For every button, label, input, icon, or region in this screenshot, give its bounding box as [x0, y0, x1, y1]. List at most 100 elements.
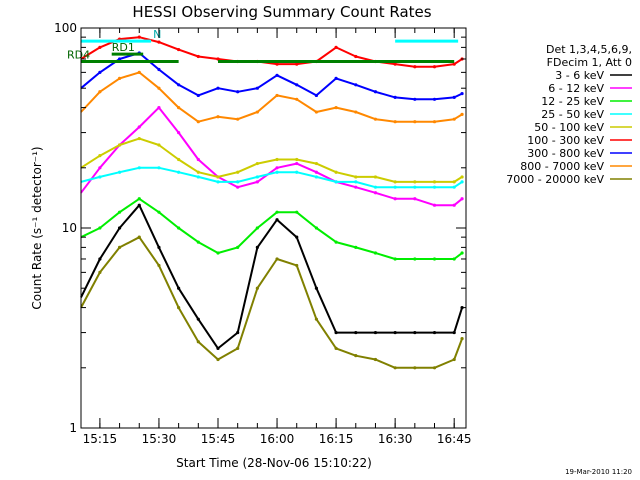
- legend-entry-label: 12 - 25 keV: [541, 95, 604, 108]
- series-point: [255, 161, 259, 166]
- series-point: [295, 263, 299, 268]
- series-point: [432, 120, 437, 124]
- series-point: [432, 203, 437, 207]
- series-point: [275, 166, 279, 170]
- legend-entry-label: 3 - 6 keV: [555, 69, 604, 82]
- series-point: [460, 175, 464, 179]
- series-point: [137, 203, 141, 207]
- series-point: [295, 235, 299, 239]
- series-point: [196, 175, 200, 179]
- series-point: [98, 166, 102, 170]
- series-point: [452, 62, 456, 66]
- series-point: [354, 354, 358, 358]
- series-point: [255, 180, 259, 184]
- y-axis-label: Count Rate (s⁻¹ detector⁻¹): [30, 146, 44, 309]
- series-point: [373, 251, 378, 255]
- series-point: [98, 90, 102, 94]
- series-point: [255, 226, 259, 230]
- series-point: [157, 166, 161, 170]
- series-point: [295, 97, 299, 101]
- series-point: [460, 336, 464, 341]
- series-point: [177, 226, 181, 230]
- series-point: [334, 76, 338, 80]
- series-point: [255, 86, 259, 90]
- series-point: [137, 35, 141, 39]
- series-point: [236, 180, 240, 184]
- series-point: [216, 251, 220, 255]
- series-point: [117, 170, 122, 174]
- series-point: [137, 166, 141, 170]
- y-tick-label: 10: [62, 221, 77, 235]
- timestamp: 19-Mar-2010 11:20: [565, 468, 632, 476]
- x-axis: 15:15 15:30 15:45 16:00 16:15 16:30 16:45: [83, 28, 471, 446]
- series-point: [157, 263, 161, 268]
- legend-entry-label: 6 - 12 keV: [548, 82, 604, 95]
- series-point: [236, 346, 240, 351]
- x-tick-label: 15:45: [201, 432, 236, 446]
- series-point: [460, 91, 464, 96]
- series-point: [157, 86, 161, 90]
- series-point: [255, 110, 259, 114]
- series-point: [373, 191, 378, 195]
- series-point: [393, 95, 397, 99]
- legend-entry-label: 300 - 800 keV: [527, 147, 604, 160]
- series-point: [216, 357, 220, 362]
- series-point: [314, 317, 319, 321]
- series-point: [275, 257, 279, 261]
- series-point: [354, 175, 358, 179]
- series-point: [117, 76, 122, 80]
- series-point: [157, 67, 161, 72]
- series-point: [255, 245, 259, 249]
- series-point: [236, 170, 240, 174]
- series-point: [413, 197, 417, 201]
- series-point: [452, 203, 456, 207]
- series-point: [157, 40, 161, 44]
- series-point: [314, 110, 319, 114]
- series-point: [354, 330, 358, 335]
- legend-entry-label: 25 - 50 keV: [541, 108, 604, 121]
- chart-title: HESSI Observing Summary Count Rates: [132, 3, 431, 21]
- series-point: [137, 136, 141, 141]
- series-point: [117, 226, 122, 230]
- series-point: [196, 54, 200, 59]
- x-tick-label: 16:15: [319, 432, 354, 446]
- legend-entry-label: 50 - 100 keV: [534, 121, 604, 134]
- series-point: [334, 170, 338, 174]
- x-axis-label: Start Time (28-Nov-06 15:10:22): [176, 456, 372, 470]
- legend-entry-label: 100 - 300 keV: [527, 134, 604, 147]
- series-point: [452, 180, 456, 184]
- series-point: [373, 330, 378, 335]
- series-point: [275, 93, 279, 98]
- series-point: [393, 185, 397, 189]
- series-point: [275, 218, 279, 222]
- series-point: [295, 170, 299, 174]
- series-point: [295, 83, 299, 87]
- series-point: [413, 366, 417, 370]
- series-point: [393, 120, 397, 124]
- series-layer: [80, 35, 464, 370]
- series-point: [137, 197, 141, 201]
- series-point: [314, 175, 319, 179]
- series-point: [98, 45, 102, 49]
- series-point: [373, 175, 378, 179]
- series-point: [354, 245, 358, 249]
- series-point: [460, 197, 464, 201]
- series-point: [117, 245, 122, 249]
- series-point: [236, 330, 240, 335]
- series-point: [334, 346, 338, 351]
- series-point: [354, 110, 358, 114]
- series-point: [393, 62, 397, 66]
- legend-entry-label: 800 - 7000 keV: [520, 160, 604, 173]
- series-point: [413, 257, 417, 261]
- series-point: [98, 257, 102, 261]
- series-point: [196, 93, 200, 98]
- series-point: [255, 286, 259, 290]
- series-point: [460, 251, 464, 255]
- series-point: [452, 117, 456, 121]
- series-point: [196, 240, 200, 244]
- series-point: [98, 70, 102, 74]
- series-point: [432, 330, 437, 335]
- series-point: [452, 257, 456, 261]
